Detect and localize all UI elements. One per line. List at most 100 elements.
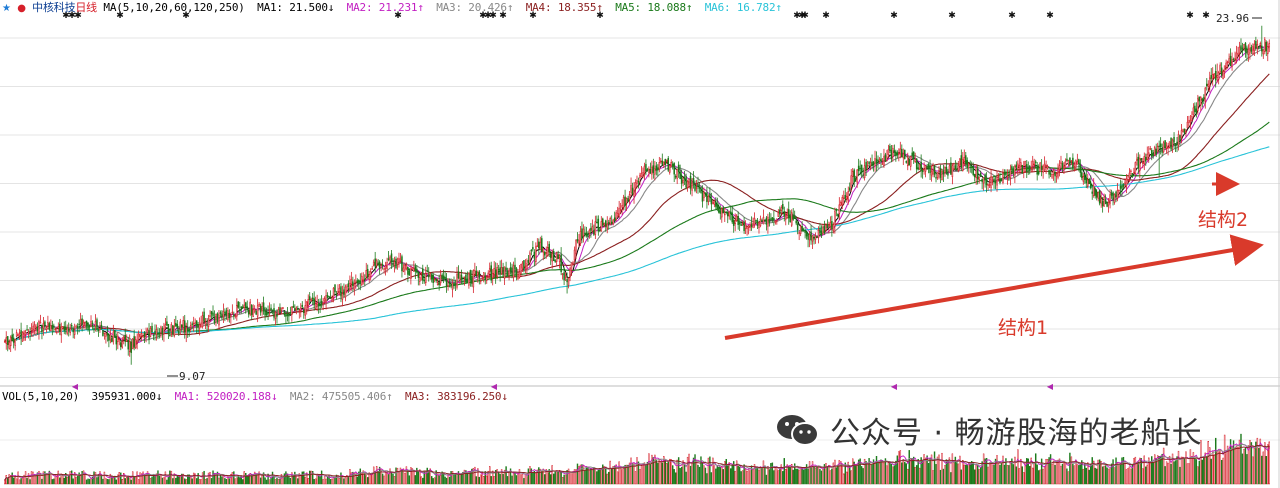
candle-body [811,235,814,242]
candle-body [1107,202,1110,206]
volume-bar [686,456,689,485]
volume-bar [1179,466,1181,485]
candle-body [6,336,9,345]
candle-body [686,181,689,188]
candle-body [1052,169,1055,175]
candle-body [1000,178,1003,182]
volume-bar [187,474,189,485]
candle-body [405,264,408,269]
volume-bar [407,470,409,485]
volume-bar [134,476,137,485]
candle-body [776,220,778,222]
candle-body [1216,75,1218,78]
candle-body [695,187,698,189]
candle-body [105,332,107,337]
volume-bar [841,463,844,485]
volume-bar [1213,454,1215,485]
candle-body [480,280,482,282]
volume-bar [680,466,683,485]
candle-body [29,332,31,335]
volume-bar [262,472,265,485]
volume-bar [1067,471,1070,485]
volume-ma-lines [4,442,1270,481]
volume-bar [1097,459,1099,485]
candle-body [1153,147,1156,156]
candle-body [1182,129,1184,133]
volume-bar [847,461,849,485]
candle-body [111,337,113,343]
volume-bar [1020,458,1022,485]
volume-bar [646,461,649,485]
volume-bar [286,473,289,485]
volume-bar [917,459,919,485]
candle-body [544,251,546,256]
volume-bar [1214,437,1217,485]
volume-bar [4,479,6,485]
candle-body [865,161,867,170]
volume-bar [79,475,82,485]
candle-body [401,256,403,272]
candle-body [1113,194,1116,203]
candle-body [718,206,720,213]
volume-bar [27,473,30,485]
volume-bar [237,475,240,485]
volume-bar [923,454,925,485]
candle-body [262,302,265,312]
candle-body [1143,156,1146,165]
candle-body [1094,188,1096,196]
volume-bar [932,470,934,485]
candle-body [203,311,205,322]
candle-body [73,330,76,335]
volume-bar [782,471,784,485]
volume-bar [999,464,1001,485]
candle-body [158,332,161,335]
volume-bar [860,466,863,485]
volume-bar [1152,461,1154,485]
volume-bar [206,478,208,485]
volume-bar [828,464,830,485]
volume-bar [1107,468,1110,485]
candle-body [1183,128,1186,134]
star-icon[interactable]: ★ [2,3,11,14]
candle-body [915,158,918,170]
volume-bar [929,458,931,485]
candle-body [774,220,777,223]
volume-bar [420,476,423,485]
volume-bar [123,473,125,485]
candle-body [198,324,201,329]
candle-body [341,293,344,300]
candle-body [1118,189,1120,192]
volume-bar [657,462,659,485]
volume-bar [915,465,918,485]
candle-body [136,340,138,343]
candle-body [1036,165,1038,175]
candle-body [494,269,497,278]
candle-body [1128,172,1131,178]
volume-bar [142,471,144,485]
volume-bar [319,475,321,485]
candle-body [491,273,494,279]
volume-bar [282,476,284,485]
candle-body [738,222,741,225]
candle-body [825,225,827,231]
candle-body [625,198,628,204]
volume-bar [517,472,519,485]
volume-bar [1127,468,1129,485]
candle-body [1002,172,1004,183]
volume-bar [1079,464,1082,485]
candle-body [270,307,272,310]
volume-bar [1246,454,1248,485]
candle-body [53,325,55,328]
volume-bar [1029,465,1031,485]
volume-bar [1194,458,1196,485]
volume-bar [910,458,912,485]
volume-bar [786,464,788,485]
candle-body [752,223,754,228]
volume-bar [1058,458,1061,485]
candle-body [737,215,739,225]
candle-body [369,271,372,277]
candle-body [976,168,979,180]
candle-body [936,172,939,178]
candle-body [1072,157,1074,169]
